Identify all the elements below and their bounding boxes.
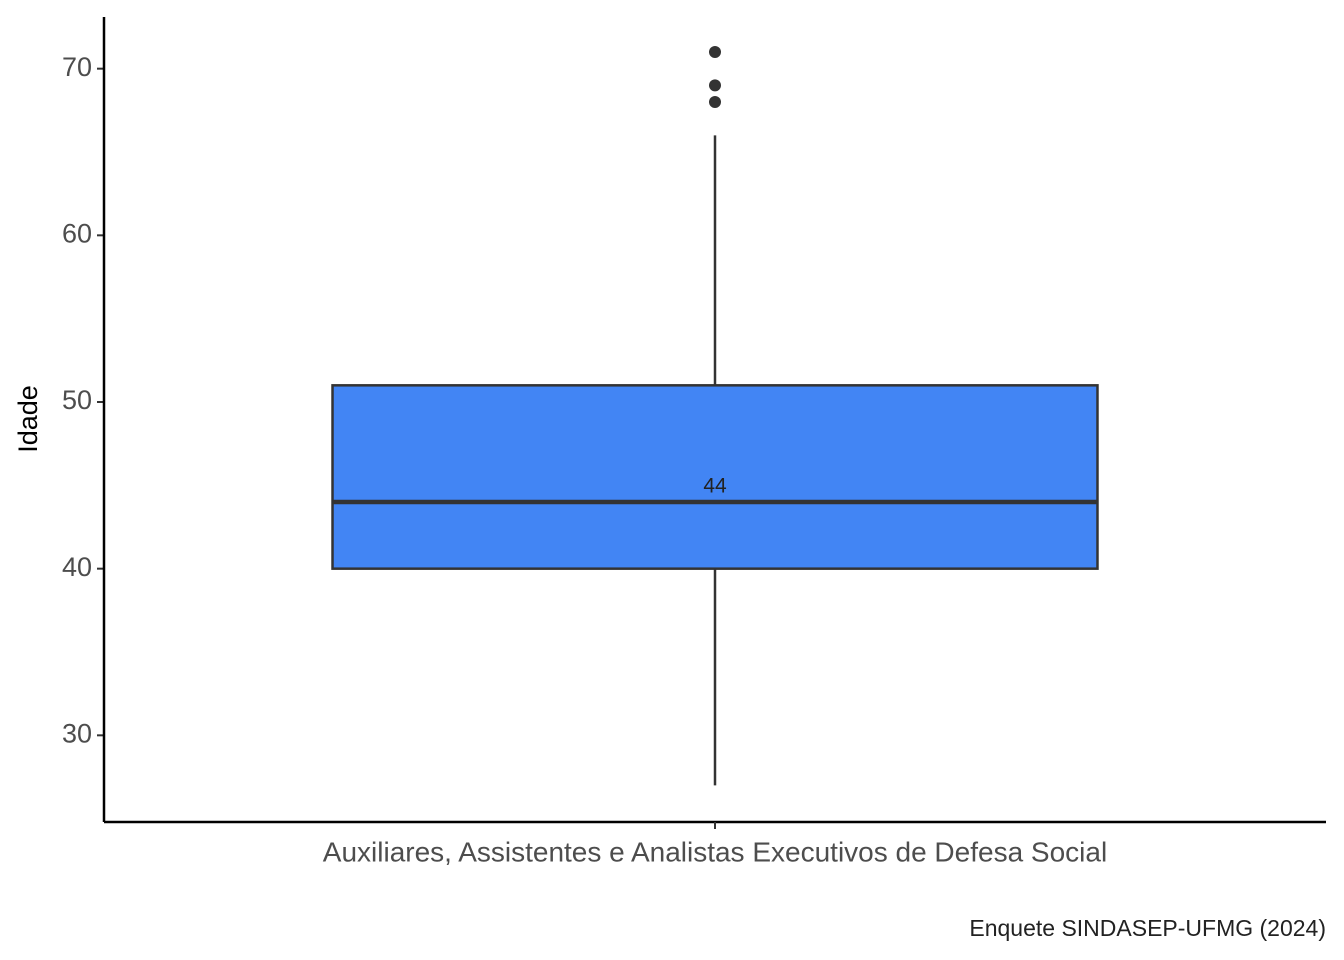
outlier xyxy=(709,96,721,108)
y-tick-label: 30 xyxy=(62,718,92,748)
outlier xyxy=(709,46,721,58)
y-tick-label: 70 xyxy=(62,52,92,82)
x-tick-label: Auxiliares, Assistentes e Analistas Exec… xyxy=(323,836,1107,867)
y-axis-label: Idade xyxy=(13,385,43,453)
y-tick-label: 40 xyxy=(62,552,92,582)
caption: Enquete SINDASEP-UFMG (2024) xyxy=(969,915,1326,941)
y-tick-label: 60 xyxy=(62,218,92,248)
median-label: 44 xyxy=(703,475,727,498)
outlier xyxy=(709,79,721,92)
y-tick-label: 50 xyxy=(62,385,92,415)
box xyxy=(331,384,1099,570)
